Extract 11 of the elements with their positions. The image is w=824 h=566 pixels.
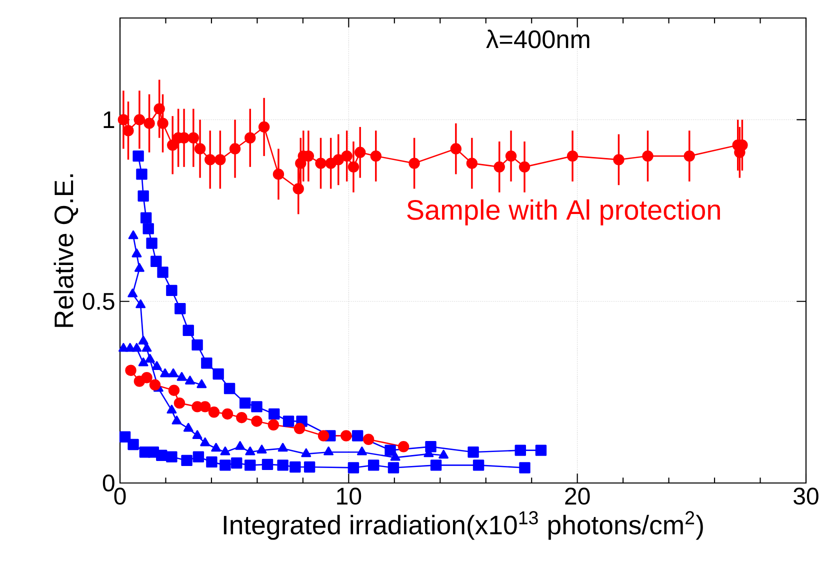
x-tick-label: 20	[565, 488, 590, 505]
x-tick-label: 10	[337, 488, 362, 505]
y-tick-label: 0.5	[82, 292, 114, 310]
x-tick-label: 30	[794, 488, 818, 505]
annotation: Sample with Al protection	[407, 199, 720, 226]
y-tick-label: 0	[102, 474, 114, 492]
x-axis-title: Integrated irradiation(x10$^{13}$ photons/cm$^{2}$)	[224, 511, 703, 540]
x-tick-label: 0	[114, 488, 126, 505]
y-axis-title: Relative Q.E.	[54, 174, 78, 327]
annotation: λ=400nm	[486, 30, 590, 48]
y-tick-label: 1	[104, 111, 114, 128]
